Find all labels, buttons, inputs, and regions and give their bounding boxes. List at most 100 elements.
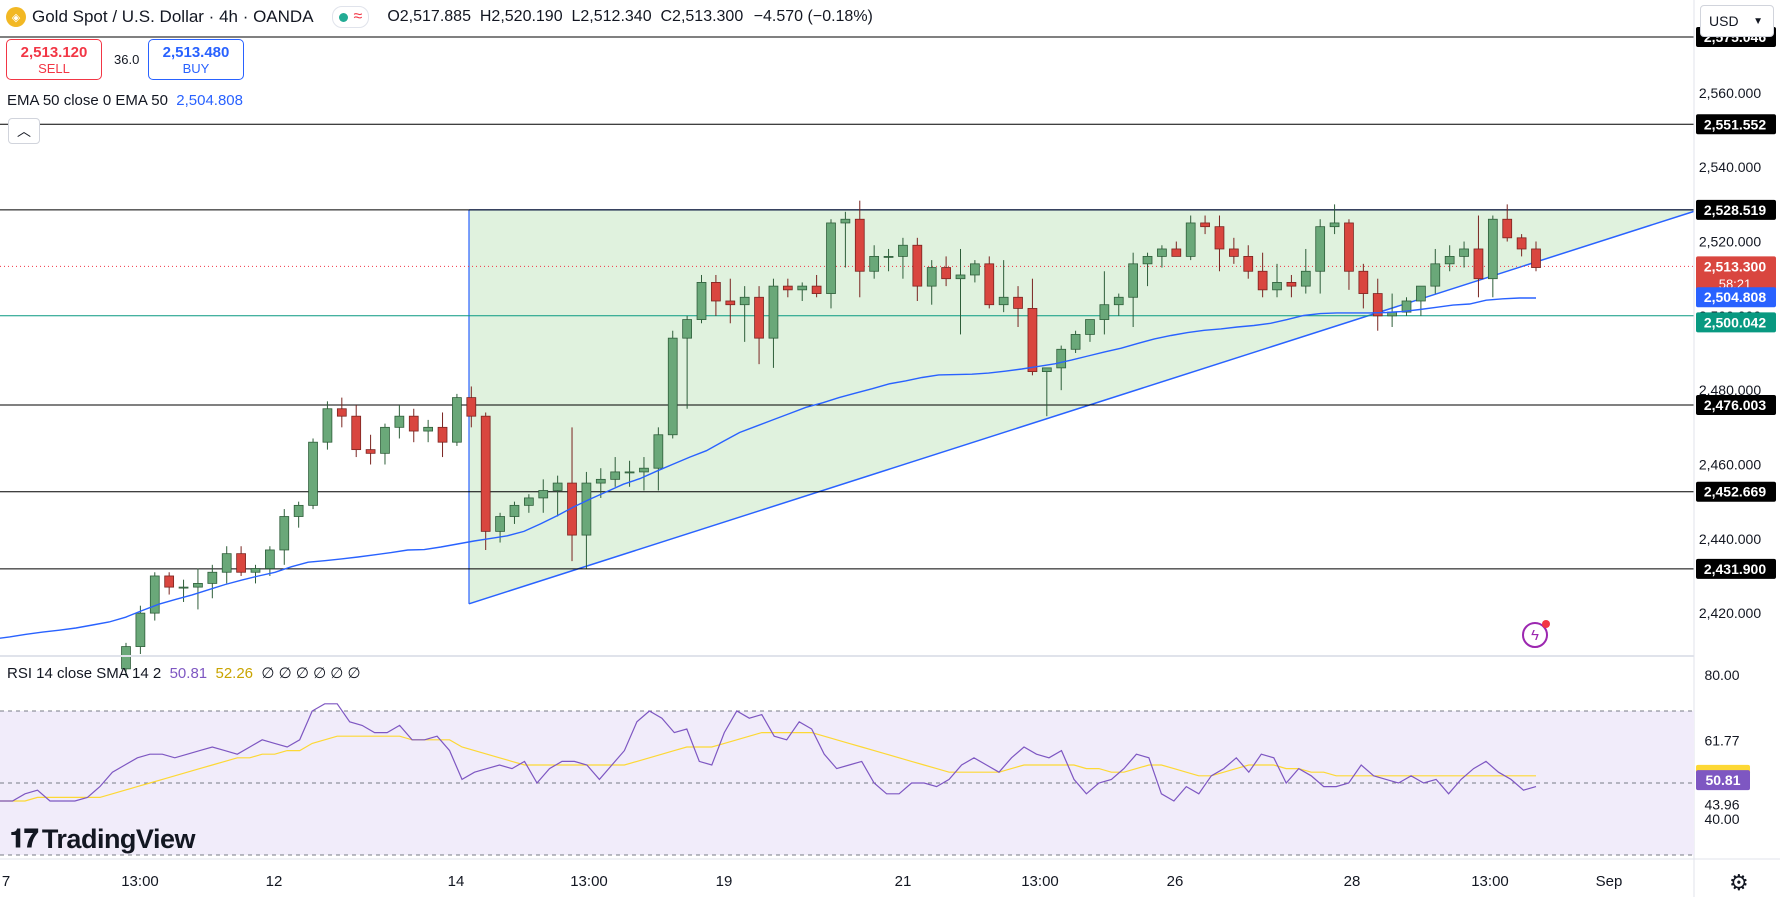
candle-body[interactable] xyxy=(1171,248,1182,257)
currency-select[interactable]: USD ▼ xyxy=(1700,5,1774,37)
candle-body[interactable] xyxy=(1459,248,1469,257)
candle-body[interactable] xyxy=(1372,293,1383,317)
rsi-line[interactable] xyxy=(0,703,1537,802)
candle-body[interactable] xyxy=(1344,222,1354,272)
candle-body[interactable] xyxy=(1200,222,1210,228)
candle-body[interactable] xyxy=(639,467,649,473)
candle-body[interactable] xyxy=(351,415,362,451)
candle-body[interactable] xyxy=(495,516,505,532)
candle-body[interactable] xyxy=(682,319,692,339)
candle-body[interactable] xyxy=(1487,218,1498,280)
candle-body[interactable] xyxy=(1473,248,1484,280)
candle-body[interactable] xyxy=(1013,296,1023,309)
candle-body[interactable] xyxy=(207,571,218,584)
rsi-sma-line[interactable] xyxy=(0,732,1536,802)
candle-body[interactable] xyxy=(322,408,333,443)
candle-body[interactable] xyxy=(308,441,318,506)
sell-button[interactable]: 2,513.120 SELL xyxy=(6,39,102,80)
candle-body[interactable] xyxy=(955,274,966,280)
candle-body[interactable] xyxy=(1185,222,1196,257)
candle-body[interactable] xyxy=(811,285,822,294)
candle-body[interactable] xyxy=(653,434,664,469)
candle-body[interactable] xyxy=(739,296,750,306)
candle-body[interactable] xyxy=(466,397,477,417)
candle-body[interactable] xyxy=(509,504,520,517)
candle-body[interactable] xyxy=(725,300,736,306)
candle-body[interactable] xyxy=(610,471,621,480)
candle-body[interactable] xyxy=(149,575,160,614)
candle-body[interactable] xyxy=(394,415,405,428)
candle-body[interactable] xyxy=(1027,308,1038,372)
candle-body[interactable] xyxy=(1228,248,1239,257)
candle-body[interactable] xyxy=(567,482,577,536)
candle-body[interactable] xyxy=(711,282,721,302)
candle-body[interactable] xyxy=(1300,270,1311,287)
candle-body[interactable] xyxy=(452,397,462,443)
candle-body[interactable] xyxy=(423,426,434,432)
rsi-legend[interactable]: RSI 14 close SMA 14 2 50.81 52.26 ∅ ∅ ∅ … xyxy=(7,664,361,682)
candle-body[interactable] xyxy=(1056,348,1067,369)
candle-body[interactable] xyxy=(408,415,419,432)
lightning-alert-icon[interactable]: ϟ xyxy=(1522,620,1550,648)
candle-body[interactable] xyxy=(941,267,951,280)
candle-body[interactable] xyxy=(1113,296,1124,306)
candle-body[interactable] xyxy=(1041,367,1052,372)
candle-body[interactable] xyxy=(1516,237,1527,250)
candle-body[interactable] xyxy=(164,575,175,588)
buy-button[interactable]: 2,513.480 BUY xyxy=(148,39,244,80)
candle-body[interactable] xyxy=(1531,248,1541,268)
candle-body[interactable] xyxy=(365,449,376,454)
collapse-legend-button[interactable]: ︿ xyxy=(8,118,40,144)
candle-body[interactable] xyxy=(1243,255,1254,272)
candle-body[interactable] xyxy=(768,285,779,339)
candle-body[interactable] xyxy=(538,490,549,499)
candle-body[interactable] xyxy=(1128,263,1139,298)
candle-body[interactable] xyxy=(970,263,980,276)
candle-body[interactable] xyxy=(1286,282,1297,287)
candle-body[interactable] xyxy=(1502,218,1513,239)
candle-body[interactable] xyxy=(1444,255,1455,265)
candle-body[interactable] xyxy=(1358,270,1369,294)
candle-body[interactable] xyxy=(782,285,793,291)
candle-body[interactable] xyxy=(1214,226,1225,250)
candle-body[interactable] xyxy=(265,549,275,569)
market-status-pill[interactable]: ≈ xyxy=(331,6,370,28)
candle-body[interactable] xyxy=(926,267,937,287)
candle-body[interactable] xyxy=(624,471,635,474)
candle-body[interactable] xyxy=(1416,285,1426,302)
candle-body[interactable] xyxy=(279,516,290,551)
candle-body[interactable] xyxy=(1430,263,1441,287)
candle-body[interactable] xyxy=(178,586,189,589)
candle-body[interactable] xyxy=(523,497,534,506)
candle-body[interactable] xyxy=(898,244,908,257)
candle-body[interactable] xyxy=(1257,270,1268,291)
candle-body[interactable] xyxy=(1142,255,1153,265)
candle-body[interactable] xyxy=(754,296,764,339)
candle-body[interactable] xyxy=(696,282,707,320)
candle-body[interactable] xyxy=(437,426,448,443)
candle-body[interactable] xyxy=(221,553,232,573)
candle-body[interactable] xyxy=(250,568,261,573)
candle-body[interactable] xyxy=(1157,248,1167,257)
candle-body[interactable] xyxy=(1070,334,1081,350)
tradingview-logo[interactable]: 𝟏𝟕 TradingView xyxy=(10,823,195,855)
candle-body[interactable] xyxy=(1272,282,1282,291)
settings-gear-icon[interactable]: ⚙ xyxy=(1729,870,1749,895)
candle-body[interactable] xyxy=(883,255,894,258)
candle-body[interactable] xyxy=(1315,226,1326,272)
candle-body[interactable] xyxy=(667,337,678,436)
candle-body[interactable] xyxy=(869,255,880,272)
candle-body[interactable] xyxy=(1099,304,1110,320)
candle-body[interactable] xyxy=(826,222,836,294)
candle-body[interactable] xyxy=(480,415,491,532)
candle-body[interactable] xyxy=(854,218,865,272)
candle-body[interactable] xyxy=(193,582,203,588)
candle-body[interactable] xyxy=(1085,319,1095,335)
candle-body[interactable] xyxy=(552,482,563,491)
candle-body[interactable] xyxy=(135,612,146,647)
candle-body[interactable] xyxy=(121,646,131,670)
candle-body[interactable] xyxy=(1329,222,1340,228)
ema-legend[interactable]: EMA 50 close 0 EMA 50 2,504.808 xyxy=(7,92,243,109)
candle-body[interactable] xyxy=(912,244,923,287)
